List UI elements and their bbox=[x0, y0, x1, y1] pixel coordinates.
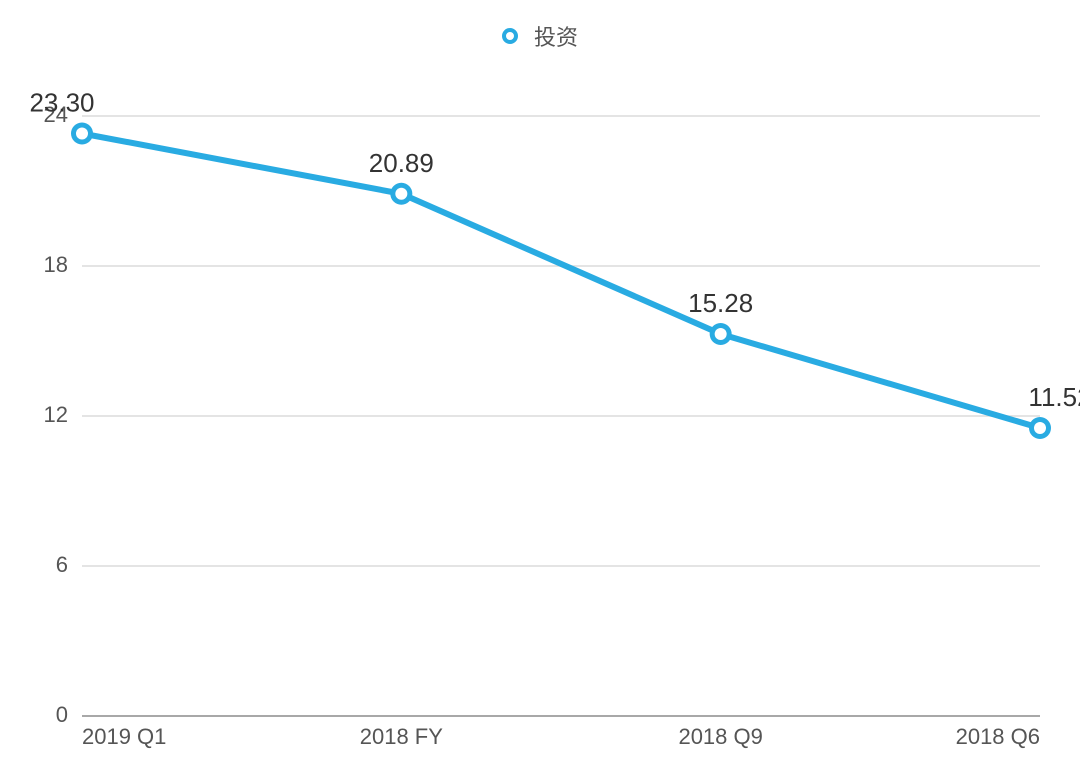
y-tick-label: 18 bbox=[44, 252, 68, 277]
series-line bbox=[82, 134, 1040, 429]
data-point-marker-inner bbox=[1034, 422, 1046, 434]
x-tick-label: 2019 Q1 bbox=[82, 724, 166, 749]
data-point-marker-inner bbox=[715, 328, 727, 340]
y-tick-label: 0 bbox=[56, 702, 68, 727]
x-tick-label: 2018 Q6 bbox=[956, 724, 1040, 749]
data-point-label: 23.30 bbox=[29, 88, 94, 118]
data-point-marker-inner bbox=[76, 128, 88, 140]
data-point-label: 11.52 bbox=[1028, 382, 1080, 412]
data-point-label: 20.89 bbox=[369, 148, 434, 178]
y-tick-label: 6 bbox=[56, 552, 68, 577]
data-point-marker-inner bbox=[395, 188, 407, 200]
chart-svg: 061218242019 Q12018 FY2018 Q92018 Q623.3… bbox=[0, 0, 1080, 776]
line-chart: 投资 061218242019 Q12018 FY2018 Q92018 Q62… bbox=[0, 0, 1080, 776]
y-tick-label: 12 bbox=[44, 402, 68, 427]
data-point-label: 15.28 bbox=[688, 288, 753, 318]
x-tick-label: 2018 Q9 bbox=[678, 724, 762, 749]
x-tick-label: 2018 FY bbox=[360, 724, 443, 749]
